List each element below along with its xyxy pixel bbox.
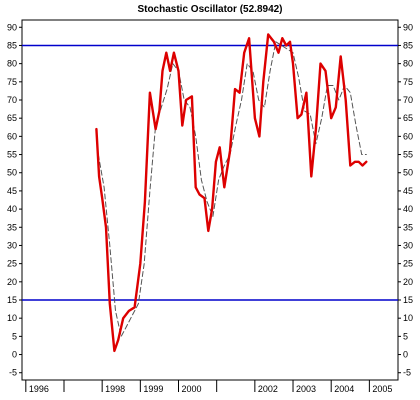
x-tick-label: 2003 — [296, 384, 316, 394]
y-tick-label: 35 — [7, 222, 17, 232]
x-tick-label: 1996 — [29, 384, 49, 394]
y-tick-label: 35 — [403, 222, 413, 232]
signal-line — [97, 41, 367, 337]
y-tick-label: 70 — [403, 95, 413, 105]
y-tick-label: -5 — [403, 368, 411, 378]
x-tick-label: 2002 — [258, 384, 278, 394]
y-tick-label: 80 — [7, 59, 17, 69]
series-lines — [95, 33, 368, 353]
y-tick-label: 0 — [403, 350, 408, 360]
y-tick-label: 20 — [403, 277, 413, 287]
y-tick-label: 50 — [7, 168, 17, 178]
y-tick-label: -5 — [9, 368, 17, 378]
y-tick-label: 40 — [7, 204, 17, 214]
y-tick-label: 55 — [403, 150, 413, 160]
plot-frame — [21, 19, 399, 381]
oscillator-line — [95, 33, 368, 353]
y-tick-label: 65 — [7, 113, 17, 123]
y-tick-labels-left: -5 0 5 10 15 20 25 30 35 40 45 50 55 60 65 70 75 80 85 90 — [7, 22, 17, 377]
y-tick-label: 45 — [7, 186, 17, 196]
y-tick-label: 75 — [403, 77, 413, 87]
y-tick-label: 20 — [7, 277, 17, 287]
y-tick-label: 55 — [7, 150, 17, 160]
x-tick-label: 2005 — [372, 384, 392, 394]
y-tick-label: 45 — [403, 186, 413, 196]
x-tick-label: 2000 — [182, 384, 202, 394]
axes — [19, 19, 401, 392]
chart-title: Stochastic Oscillator (52.8942) — [137, 4, 282, 15]
y-tick-label: 80 — [403, 59, 413, 69]
y-tick-label: 85 — [7, 40, 17, 50]
y-tick-label: 25 — [403, 259, 413, 269]
x-tick-labels: 1996 1998 1999 2000 2002 2003 2004 2005 — [29, 384, 393, 394]
y-tick-label: 10 — [403, 313, 413, 323]
y-tick-label: 5 — [403, 331, 408, 341]
y-tick-label: 70 — [7, 95, 17, 105]
x-tick-label: 2004 — [334, 384, 354, 394]
y-tick-label: 40 — [403, 204, 413, 214]
y-tick-label: 50 — [403, 168, 413, 178]
reference-lines — [22, 44, 398, 301]
y-tick-label: 5 — [12, 331, 17, 341]
y-tick-label: 60 — [403, 131, 413, 141]
y-tick-label: 15 — [7, 295, 17, 305]
y-tick-label: 25 — [7, 259, 17, 269]
y-tick-label: 15 — [403, 295, 413, 305]
x-tick-label: 1999 — [143, 384, 163, 394]
y-tick-label: 85 — [403, 40, 413, 50]
x-tick-label: 1998 — [105, 384, 125, 394]
y-tick-labels-right: -5 0 5 10 15 20 25 30 35 40 45 50 55 60 65 70 75 80 85 90 — [403, 22, 413, 377]
y-tick-label: 75 — [7, 77, 17, 87]
y-tick-label: 60 — [7, 131, 17, 141]
y-tick-label: 90 — [403, 22, 413, 32]
y-tick-label: 65 — [403, 113, 413, 123]
y-tick-label: 0 — [12, 350, 17, 360]
y-tick-label: 10 — [7, 313, 17, 323]
y-tick-label: 90 — [7, 22, 17, 32]
y-tick-label: 30 — [403, 240, 413, 250]
y-tick-label: 30 — [7, 240, 17, 250]
